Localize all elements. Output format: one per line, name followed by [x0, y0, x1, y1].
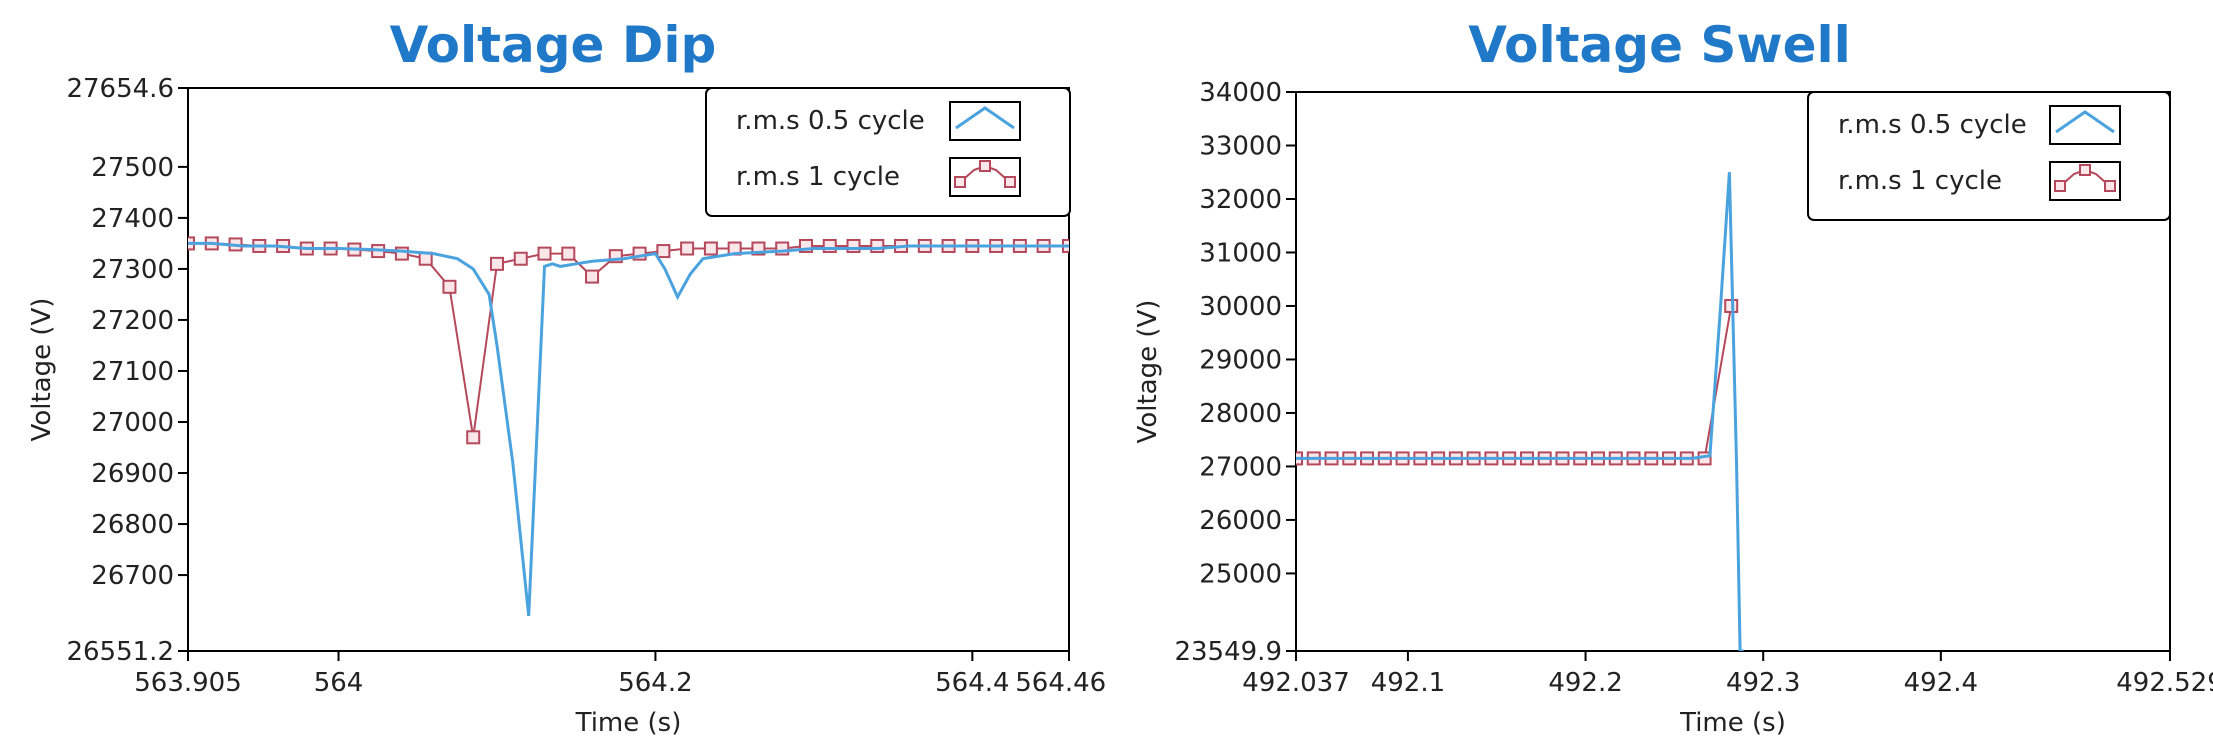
y-tick-label: 27000: [1199, 452, 1282, 482]
data-point: [561, 246, 576, 261]
legend-marker: [2079, 164, 2091, 176]
data-point: [656, 244, 671, 259]
y-tick-label: 27300: [91, 255, 174, 285]
legend-line: [955, 106, 1015, 130]
series-group: [188, 236, 1069, 617]
y-tick-label: 26551.2: [66, 637, 174, 667]
y-tick-label: 32000: [1199, 185, 1282, 215]
legend: r.m.s 0.5 cycle r.m.s 1 cycle: [1807, 91, 2171, 221]
voltage-dip-panel: Voltage Dip 27654.6 27500 27400 27300 27200 2…: [0, 0, 1106, 745]
y-tick-label: 26000: [1199, 506, 1282, 536]
data-point: [870, 238, 885, 253]
y-tick-label: 30000: [1199, 292, 1282, 322]
legend-swatch: [949, 101, 1021, 141]
y-tick-label: 27000: [91, 408, 174, 438]
y-tick-label: 28000: [1199, 399, 1282, 429]
data-point: [680, 241, 695, 256]
data-point: [466, 430, 481, 445]
data-point: [585, 269, 600, 284]
data-point: [822, 238, 837, 253]
x-tick-label: 564: [314, 668, 364, 698]
voltage-swell-panel: Voltage Swell 34000 33000 32000 31000 30000 2…: [1106, 0, 2213, 745]
x-tick-label: 492.3: [1726, 668, 1800, 698]
y-tick-label: 26900: [91, 459, 174, 489]
series-line: [1296, 172, 1744, 651]
y-tick-label: 27500: [91, 153, 174, 183]
legend-marker: [954, 176, 966, 188]
legend-marker: [1004, 176, 1016, 188]
legend-label: r.m.s 1 cycle: [736, 162, 900, 192]
data-point: [442, 279, 457, 294]
legend-label: r.m.s 0.5 cycle: [736, 106, 925, 136]
y-tick-label: 27400: [91, 204, 174, 234]
data-point: [489, 256, 504, 271]
legend-label: r.m.s 0.5 cycle: [1838, 110, 2027, 140]
x-tick-label: 563.905: [134, 668, 242, 698]
y-tick-label: 27200: [91, 306, 174, 336]
y-tick-label: 23549.9: [1174, 637, 1282, 667]
legend-marker: [979, 160, 991, 172]
x-tick-label: 492.1: [1371, 668, 1445, 698]
legend-marker: [2104, 180, 2116, 192]
x-tick-label: 564.4: [935, 668, 1009, 698]
legend: r.m.s 0.5 cycle r.m.s 1 cycle: [705, 87, 1071, 217]
series-line: [188, 241, 1069, 617]
y-tick-label: 27100: [91, 357, 174, 387]
x-tick-label: 492.529: [2116, 668, 2213, 698]
legend-marker: [2054, 180, 2066, 192]
voltage-swell-chart: 34000 33000 32000 31000 30000 29000 28000 27000…: [1133, 78, 2213, 738]
x-tick-label: 564.461: [1015, 668, 1106, 698]
x-tick-label: 564.2: [618, 668, 692, 698]
x-tick-label: 492.037: [1242, 668, 1350, 698]
voltage-dip-chart: 27654.6 27500 27400 27300 27200 27100 27000 269…: [27, 74, 1106, 738]
y-tick-label: 25000: [1199, 559, 1282, 589]
y-tick-label: 26800: [91, 510, 174, 540]
chart-title-dip: Voltage Dip: [389, 16, 717, 74]
y-tick-label: 34000: [1199, 78, 1282, 108]
x-axis-label: Time (s): [575, 708, 682, 738]
y-tick-label: 26700: [91, 561, 174, 591]
legend-label: r.m.s 1 cycle: [1838, 166, 2002, 196]
x-tick-label: 492.4: [1904, 668, 1978, 698]
y-axis-label: Voltage (V): [1133, 300, 1163, 444]
data-point: [513, 251, 528, 266]
x-axis-label: Time (s): [1679, 708, 1786, 738]
y-axis-label: Voltage (V): [27, 298, 57, 442]
y-tick-label: 33000: [1199, 131, 1282, 161]
data-point: [537, 246, 552, 261]
y-tick-label: 31000: [1199, 238, 1282, 268]
chart-title-swell: Voltage Swell: [1468, 16, 1851, 74]
data-point: [846, 238, 861, 253]
series-group: [1296, 172, 1744, 651]
y-tick-label: 27654.6: [66, 74, 174, 104]
y-tick-label: 29000: [1199, 345, 1282, 375]
x-tick-label: 492.2: [1548, 668, 1622, 698]
legend-line: [2055, 110, 2115, 134]
data-point: [703, 241, 718, 256]
